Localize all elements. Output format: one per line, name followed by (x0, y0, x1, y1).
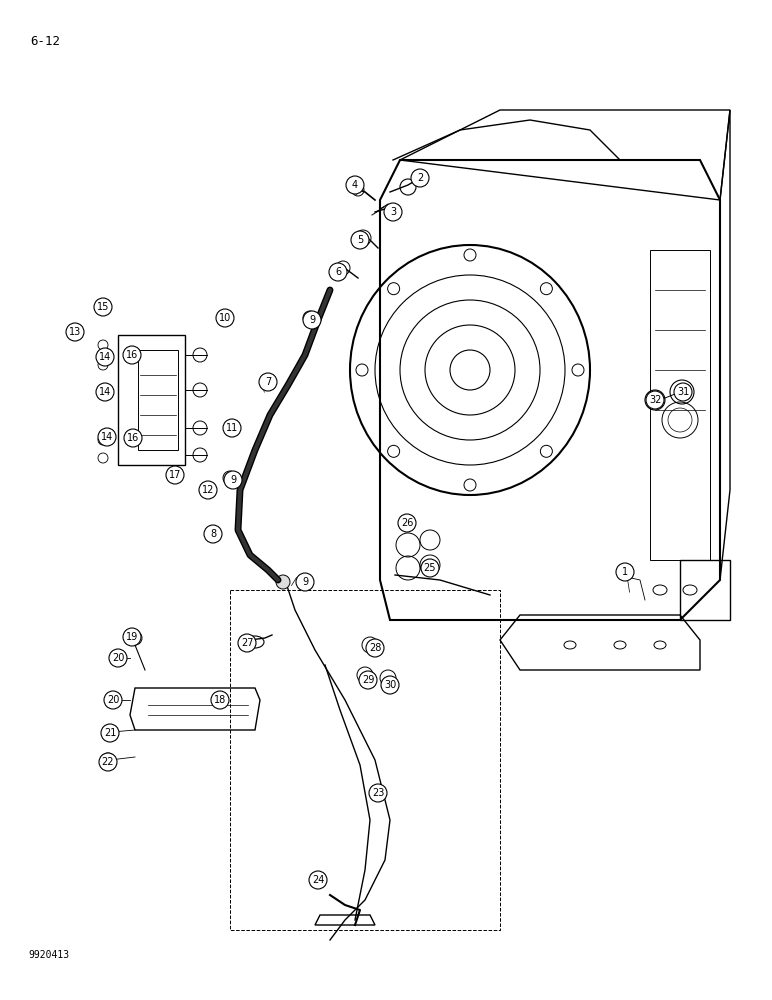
Circle shape (411, 169, 429, 187)
Circle shape (224, 471, 242, 489)
Circle shape (276, 575, 290, 589)
Text: 3: 3 (390, 207, 396, 217)
Text: 20: 20 (107, 695, 119, 705)
Text: 30: 30 (384, 680, 396, 690)
Text: 14: 14 (99, 387, 111, 397)
Text: 21: 21 (103, 728, 117, 738)
Text: 1: 1 (622, 567, 628, 577)
Text: 14: 14 (101, 432, 113, 442)
Text: 25: 25 (424, 563, 436, 573)
Text: 9920413: 9920413 (28, 950, 69, 960)
Circle shape (238, 634, 256, 652)
Text: 27: 27 (241, 638, 253, 648)
Text: 16: 16 (127, 433, 139, 443)
Circle shape (223, 419, 241, 437)
Circle shape (398, 514, 416, 532)
Circle shape (211, 691, 229, 709)
Text: 20: 20 (112, 653, 124, 663)
Circle shape (123, 346, 141, 364)
Text: 2: 2 (417, 173, 423, 183)
Circle shape (204, 525, 222, 543)
Circle shape (384, 203, 402, 221)
Text: 28: 28 (369, 643, 381, 653)
Text: 19: 19 (126, 632, 138, 642)
Circle shape (223, 471, 237, 485)
Circle shape (674, 383, 692, 401)
Circle shape (259, 373, 277, 391)
Circle shape (216, 309, 234, 327)
Circle shape (98, 428, 116, 446)
Text: 26: 26 (401, 518, 413, 528)
Text: 16: 16 (126, 350, 138, 360)
Circle shape (366, 639, 384, 657)
Circle shape (96, 383, 114, 401)
Text: 18: 18 (214, 695, 226, 705)
Circle shape (96, 348, 114, 366)
Circle shape (101, 724, 119, 742)
Text: 15: 15 (96, 302, 109, 312)
Circle shape (104, 691, 122, 709)
Circle shape (99, 753, 117, 771)
Text: 9: 9 (309, 315, 315, 325)
Circle shape (329, 263, 347, 281)
Text: 17: 17 (169, 470, 181, 480)
Circle shape (199, 481, 217, 499)
Text: 4: 4 (352, 180, 358, 190)
Circle shape (296, 573, 314, 591)
Text: 9: 9 (230, 475, 236, 485)
Circle shape (359, 671, 377, 689)
Circle shape (346, 176, 364, 194)
Circle shape (166, 466, 184, 484)
Circle shape (616, 563, 634, 581)
Circle shape (421, 559, 439, 577)
Text: 29: 29 (362, 675, 374, 685)
Text: 9: 9 (302, 577, 308, 587)
Text: 24: 24 (312, 875, 324, 885)
Text: 6: 6 (335, 267, 341, 277)
Text: 31: 31 (677, 387, 689, 397)
Circle shape (94, 298, 112, 316)
Circle shape (646, 391, 664, 409)
Text: 13: 13 (69, 327, 81, 337)
Text: 11: 11 (226, 423, 238, 433)
Circle shape (109, 649, 127, 667)
Text: 12: 12 (201, 485, 214, 495)
Text: 10: 10 (219, 313, 231, 323)
Text: 7: 7 (265, 377, 271, 387)
Circle shape (66, 323, 84, 341)
Text: 5: 5 (357, 235, 363, 245)
Text: 23: 23 (372, 788, 384, 798)
Text: 8: 8 (210, 529, 216, 539)
Circle shape (351, 231, 369, 249)
Circle shape (123, 628, 141, 646)
Circle shape (303, 311, 321, 329)
Circle shape (124, 429, 142, 447)
Circle shape (309, 871, 327, 889)
Text: 14: 14 (99, 352, 111, 362)
Text: 32: 32 (648, 395, 661, 405)
Circle shape (381, 676, 399, 694)
Circle shape (369, 784, 387, 802)
Circle shape (303, 311, 317, 325)
Text: 22: 22 (102, 757, 114, 767)
Text: 6-12: 6-12 (30, 35, 60, 48)
